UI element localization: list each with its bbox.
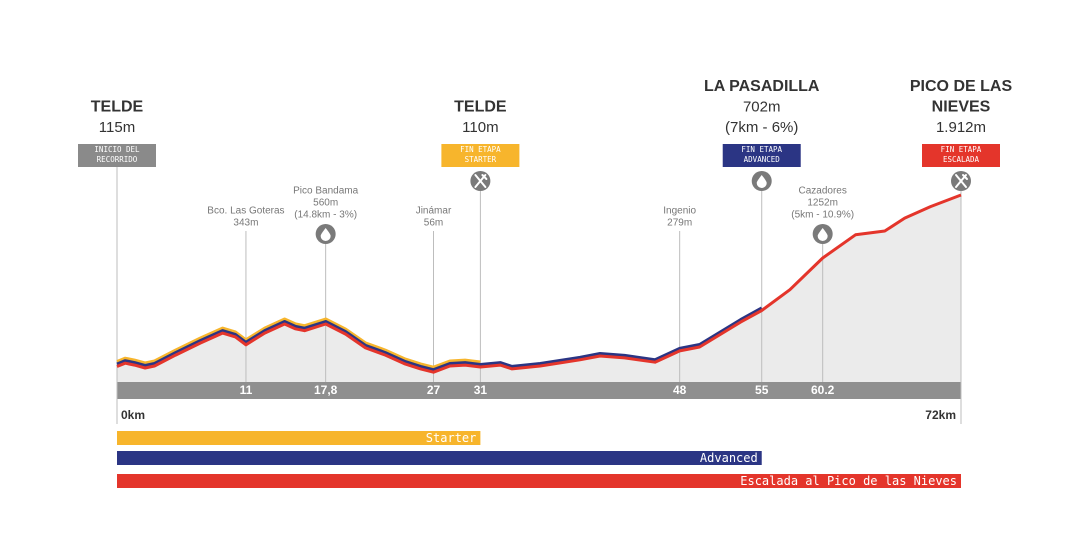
stage-icon-glyph (474, 174, 488, 188)
point-label: (5km - 10.9%) (791, 210, 854, 221)
km-bar (117, 382, 961, 399)
route-line (116, 317, 481, 369)
point-label: (14.8km - 3%) (294, 210, 357, 221)
stage-tag-text: ESCALADA (943, 155, 980, 164)
point-label: 560m (313, 198, 338, 209)
route-bar (117, 474, 961, 488)
point-label: 1252m (807, 198, 838, 209)
stage-detail: 702m (743, 98, 781, 115)
x-tick-label: 72km (925, 408, 956, 422)
point-icon-glyph (320, 228, 331, 241)
point-label: Bco. Las Goteras (207, 206, 284, 217)
stage-title: LA PASADILLA (704, 78, 820, 95)
route-name: Escalada al Pico de las Nieves (740, 474, 957, 488)
point-label: 56m (424, 218, 443, 229)
km-marker: 55 (755, 383, 769, 397)
point-label: 279m (667, 218, 692, 229)
km-marker: 60.2 (811, 383, 835, 397)
stage-tag-text: ADVANCED (744, 155, 781, 164)
stage-tag (722, 144, 801, 167)
stage-detail: 110m (462, 119, 498, 136)
point-label: Pico Bandama (293, 186, 358, 197)
km-marker: 11 (240, 383, 253, 397)
route-line (116, 193, 962, 374)
stage-tag-text: FIN ETAPA (741, 145, 782, 154)
km-marker: 48 (673, 383, 687, 397)
point-label: Jinámar (416, 206, 452, 217)
stage-title: PICO DE LAS (910, 78, 1013, 95)
point-icon-glyph (817, 228, 828, 241)
stage-title: TELDE (454, 99, 507, 116)
km-marker: 27 (427, 383, 441, 397)
km-marker: 17,8 (314, 383, 338, 397)
route-name: Starter (426, 431, 477, 445)
stage-detail: 1.912m (936, 119, 986, 136)
stage-tag-text: RECORRIDO (97, 155, 138, 164)
stage-tag-text: FIN ETAPA (941, 145, 982, 154)
stage-icon-glyph (756, 175, 767, 189)
stage-icon-glyph (955, 174, 968, 188)
profile-area (117, 195, 961, 382)
stage-title: NIEVES (932, 99, 991, 116)
route-line (116, 306, 763, 372)
route-bar (117, 431, 481, 445)
x-tick-label: 0km (121, 408, 145, 422)
stage-tag (78, 144, 156, 167)
route-name: Advanced (700, 451, 758, 465)
stage-detail: (7km - 6%) (725, 119, 798, 136)
point-label: 343m (233, 218, 258, 229)
route-bar (117, 451, 762, 465)
stage-title: TELDE (91, 99, 144, 116)
km-marker: 31 (474, 383, 488, 397)
point-label: Ingenio (663, 206, 696, 217)
stage-tag (441, 144, 520, 167)
stage-tag-text: FIN ETAPA (460, 145, 501, 154)
point-label: Cazadores (798, 186, 846, 197)
stage-tag-text: INICIO DEL (94, 145, 140, 154)
stage-tag (922, 144, 1000, 167)
stage-tag-text: STARTER (465, 155, 497, 164)
stage-detail: 115m (99, 119, 135, 136)
